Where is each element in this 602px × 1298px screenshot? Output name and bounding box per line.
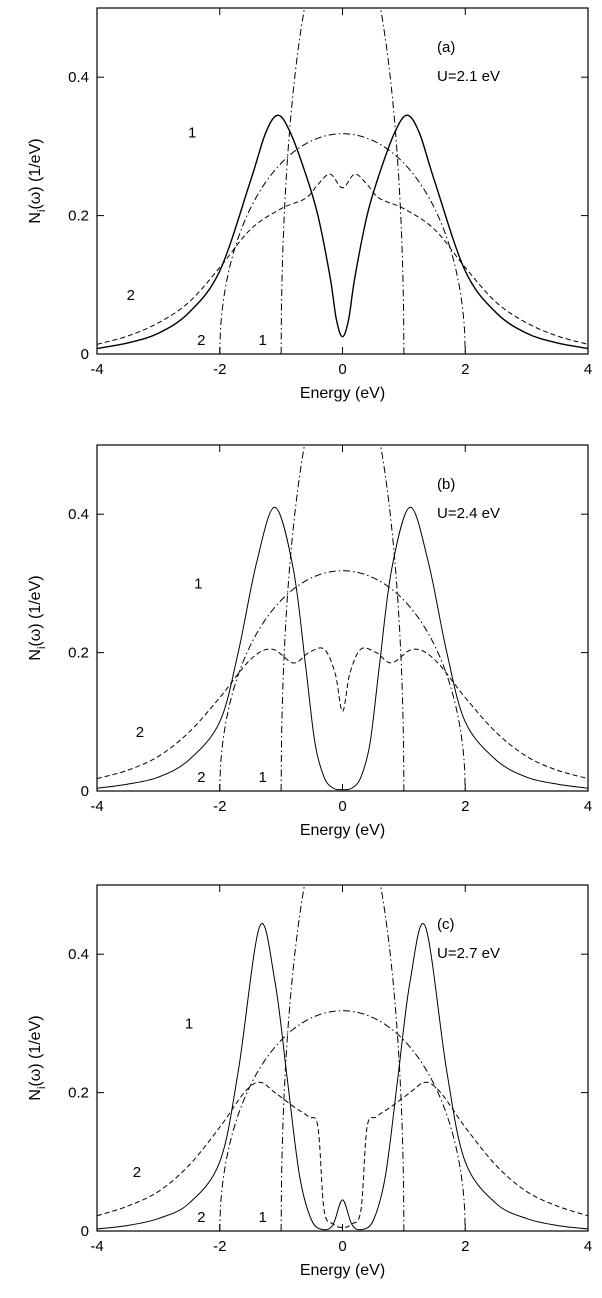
x-tick-label: 0 — [338, 1238, 346, 1255]
x-tick-label: 4 — [584, 1238, 592, 1255]
u-annotation: U=2.7 eV — [437, 945, 500, 962]
semicircle-dos-1 — [280, 8, 405, 354]
curve-label: 1 — [194, 575, 202, 592]
curve-label: 1 — [188, 125, 196, 142]
u-annotation: U=2.1 eV — [437, 68, 500, 85]
plot-frame — [96, 884, 589, 1232]
x-tick-label: 0 — [338, 361, 346, 378]
panel-label: (c) — [437, 916, 455, 933]
semicircle-dos-2 — [219, 1010, 466, 1231]
panel-label: (a) — [437, 39, 455, 56]
x-axis-title: Energy (eV) — [300, 1262, 385, 1279]
y-axis-title: Ni(ω) (1/eV) — [27, 138, 48, 223]
panel-b: -4 -2 0 2 4 0 0.2 0.4 (b) U=2.4 eV 1 2 2 1 Energy (eV)… — [27, 444, 592, 839]
y-tick-label: 0.4 — [68, 506, 89, 523]
plot-area — [97, 445, 588, 791]
plot-area — [97, 8, 588, 354]
solid-dos-curve — [97, 923, 588, 1231]
x-axis-title: Energy (eV) — [300, 385, 385, 402]
x-tick-label: -2 — [213, 798, 226, 815]
plot-area — [97, 885, 588, 1231]
u-annotation: U=2.4 eV — [437, 505, 500, 522]
x-tick-label: 4 — [584, 361, 592, 378]
y-tick-label: 0 — [81, 346, 89, 363]
y-tick-label: 0 — [81, 783, 89, 800]
panel-c: -4 -2 0 2 4 0 0.2 0.4 (c) U=2.7 eV 1 2 2 1 Energy (eV)… — [27, 884, 592, 1279]
y-tick-label: 0.4 — [68, 69, 89, 86]
y-tick-label: 0 — [81, 1223, 89, 1240]
curve-label: 2 — [197, 332, 205, 349]
y-tick-label: 0.2 — [68, 645, 89, 662]
panel-a: -4 -2 0 2 4 0 0.2 0.4 (a) U=2.1 eV 1 2 2 1 Energy (eV)… — [27, 7, 592, 402]
curve-label: 1 — [259, 769, 267, 786]
x-tick-label: 2 — [461, 798, 469, 815]
semicircle-dos-1 — [280, 885, 405, 1231]
x-tick-label: -4 — [90, 798, 103, 815]
x-tick-label: 0 — [338, 798, 346, 815]
curve-label: 2 — [197, 1209, 205, 1226]
semicircle-dos-1 — [280, 445, 405, 791]
curve-label: 1 — [259, 1209, 267, 1226]
curve-label: 2 — [127, 287, 135, 304]
curve-label: 1 — [259, 332, 267, 349]
x-tick-label: -2 — [213, 361, 226, 378]
x-tick-label: -4 — [90, 361, 103, 378]
x-tick-label: 4 — [584, 798, 592, 815]
x-tick-label: -4 — [90, 1238, 103, 1255]
solid-dos-curve — [97, 506, 588, 791]
x-tick-label: -2 — [213, 1238, 226, 1255]
curve-label: 2 — [197, 769, 205, 786]
dashed-dos-curve — [97, 647, 588, 780]
x-tick-label: 2 — [461, 361, 469, 378]
dashed-dos-curve — [97, 173, 588, 345]
y-axis-title: Ni(ω) (1/eV) — [27, 1015, 48, 1100]
solid-dos-curve — [97, 114, 588, 350]
y-tick-label: 0.2 — [68, 208, 89, 225]
x-tick-label: 2 — [461, 1238, 469, 1255]
plot-frame — [96, 444, 589, 792]
curve-label: 2 — [133, 1164, 141, 1181]
plot-frame — [96, 7, 589, 355]
semicircle-dos-2 — [219, 133, 466, 354]
x-axis-title: Energy (eV) — [300, 822, 385, 839]
y-tick-label: 0.2 — [68, 1085, 89, 1102]
curve-label: 2 — [136, 724, 144, 741]
curve-label: 1 — [185, 1015, 193, 1032]
y-tick-label: 0.4 — [68, 946, 89, 963]
dashed-dos-curve — [97, 1081, 588, 1229]
y-axis-title: Ni(ω) (1/eV) — [27, 575, 48, 660]
panel-label: (b) — [437, 476, 455, 493]
semicircle-dos-2 — [219, 570, 466, 791]
